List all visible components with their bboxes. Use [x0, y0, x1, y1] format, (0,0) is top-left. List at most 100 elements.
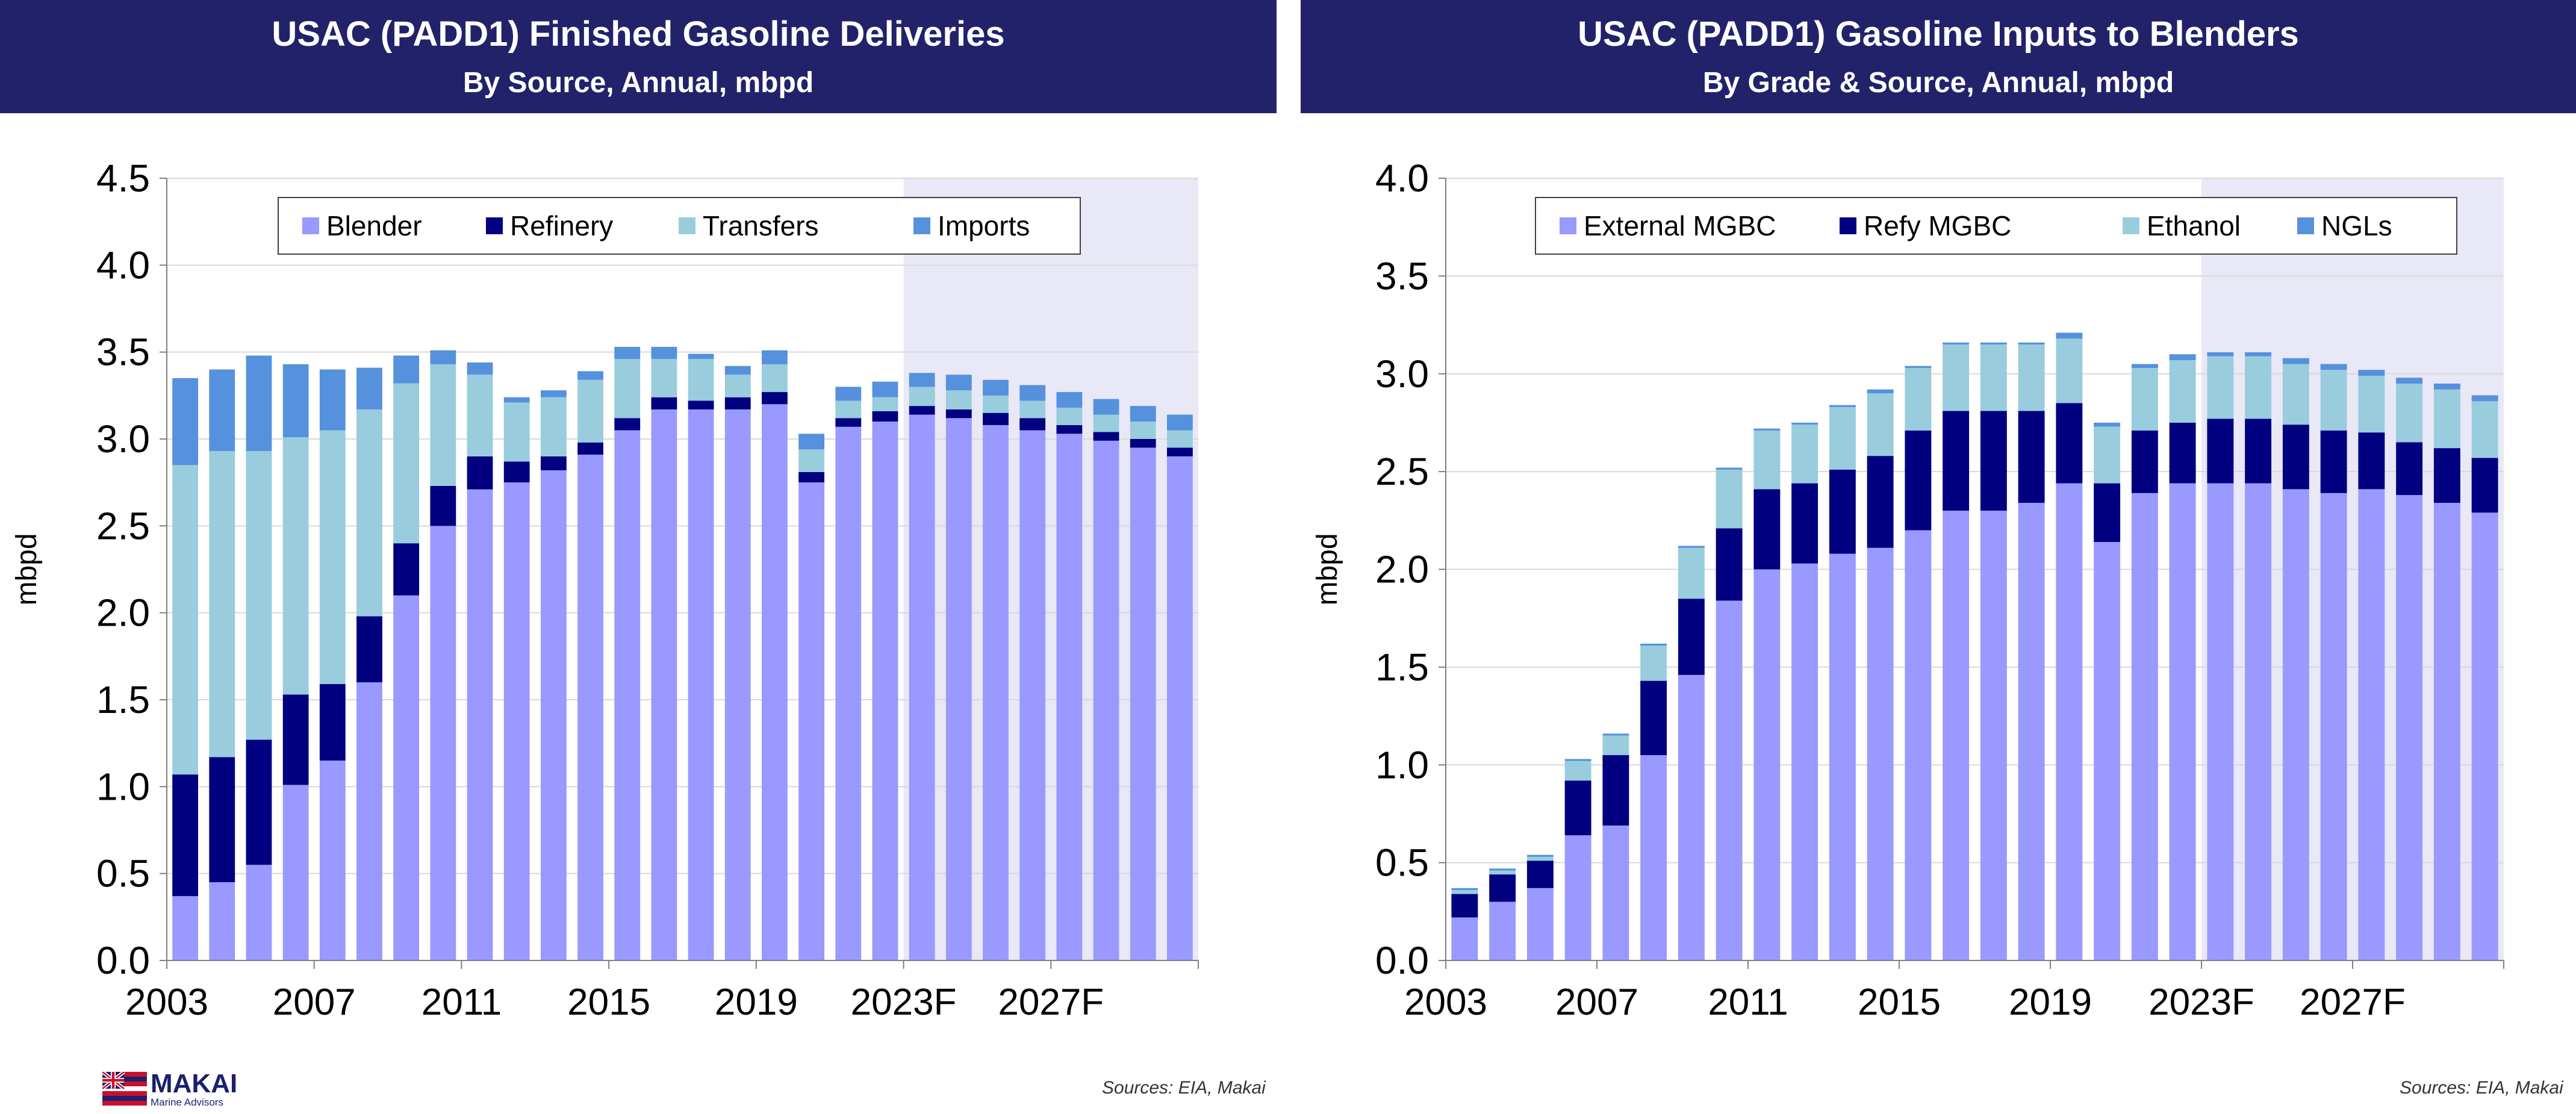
- legend-label-transfers: Transfers: [703, 210, 819, 241]
- bar-imports-2011: [467, 362, 493, 375]
- bar-blender-2003: [172, 896, 199, 960]
- bar-transfers-2025F: [983, 395, 1009, 413]
- legend-label-blender: Blender: [326, 210, 422, 241]
- bar-blender-2019: [762, 404, 788, 960]
- bar-ethanol-2024F: [2245, 356, 2272, 419]
- hawaii-flag-icon: [102, 1072, 147, 1107]
- bar-external-mgbc-2023F: [2207, 483, 2234, 960]
- bar-ethanol-2016: [1943, 344, 1970, 411]
- bar-transfers-2011: [467, 375, 493, 456]
- bar-imports-2022: [872, 381, 898, 397]
- x-tick-label: 2027F: [2300, 982, 2406, 1023]
- bar-external-mgbc-2026F: [2320, 493, 2347, 960]
- bar-blender-2017: [688, 409, 714, 960]
- bar-blender-2010: [430, 526, 456, 960]
- bar-refy-mgbc-2021: [2131, 430, 2158, 493]
- bar-ethanol-2019: [2056, 338, 2083, 403]
- bar-imports-2010: [430, 350, 456, 364]
- bar-blender-2016: [651, 409, 677, 960]
- bar-ethanol-2028F: [2396, 383, 2423, 443]
- bar-ethanol-2029F: [2433, 389, 2460, 449]
- logo-name: MAKAI: [151, 1069, 238, 1098]
- x-tick-label: 2023F: [2148, 982, 2254, 1023]
- bar-external-mgbc-2028F: [2396, 495, 2423, 960]
- bar-blender-2027F: [1056, 434, 1083, 960]
- bar-imports-2008: [356, 367, 382, 409]
- bar-external-mgbc-2004: [1489, 901, 1516, 960]
- bar-refy-mgbc-2012: [1791, 483, 1818, 564]
- bar-transfers-2010: [430, 364, 456, 486]
- bar-ethanol-2003: [1451, 890, 1478, 894]
- bar-external-mgbc-2024F: [2245, 483, 2272, 960]
- bar-transfers-2009: [393, 383, 420, 544]
- y-tick-label: 4.0: [96, 243, 150, 287]
- bar-refy-mgbc-2023F: [2207, 419, 2234, 484]
- bar-imports-2013: [540, 390, 567, 397]
- bar-ethanol-2010: [1716, 469, 1743, 529]
- bar-blender-2022: [872, 422, 898, 960]
- bar-external-mgbc-2007: [1602, 825, 1629, 960]
- bar-refinery-2011: [467, 456, 493, 490]
- bar-transfers-2016: [651, 359, 677, 397]
- bar-imports-2029F: [1130, 406, 1156, 422]
- y-tick-label: 4.5: [96, 157, 150, 200]
- bar-imports-2006: [282, 364, 309, 438]
- bar-refinery-2017: [688, 400, 714, 409]
- left-stacked-bar-chart: 0.0 0.5 1.0 1.5 2.0 2.5 3.0 3.5 4.0 4.5 2003 2007 20…: [11, 157, 1199, 1023]
- bar-ngls-2020: [2094, 422, 2121, 427]
- bar-transfers-2007: [319, 430, 346, 685]
- left-chart-banner: USAC (PADD1) Finished Gasoline Deliverie…: [0, 0, 1277, 113]
- bar-transfers-2014: [577, 379, 603, 443]
- bar-ngls-2017: [1980, 342, 2007, 345]
- bar-refy-mgbc-2024F: [2245, 419, 2272, 484]
- bar-ngls-2003: [1451, 888, 1478, 891]
- bar-refinery-2003: [172, 774, 199, 897]
- bar-external-mgbc-2029F: [2433, 503, 2460, 960]
- bar-refy-mgbc-2025F: [2282, 425, 2309, 490]
- bar-transfers-2024F: [945, 390, 972, 409]
- bar-refy-mgbc-2029F: [2433, 448, 2460, 503]
- bar-ngls-2018: [2018, 342, 2045, 345]
- bar-imports-2024F: [945, 375, 972, 391]
- bar-refinery-2014: [577, 442, 603, 455]
- bar-transfers-2005: [246, 451, 272, 740]
- bar-transfers-2030F: [1166, 430, 1193, 448]
- bar-refy-mgbc-2004: [1489, 874, 1516, 902]
- bar-ethanol-2008: [1640, 646, 1667, 681]
- bar-imports-2023F: [909, 373, 935, 387]
- legend-swatch-ethanol: [2123, 217, 2139, 234]
- legend-swatch-external-mgbc: [1560, 217, 1576, 234]
- bar-imports-2025F: [983, 379, 1009, 396]
- bar-refy-mgbc-2016: [1943, 411, 1970, 511]
- chart-legend: External MGBC Refy MGBC Ethanol NGLs: [1535, 197, 2457, 255]
- bar-refy-mgbc-2006: [1564, 780, 1591, 836]
- bar-imports-2005: [246, 355, 272, 452]
- bar-transfers-2020: [798, 449, 825, 472]
- y-tick-label: 1.0: [1375, 743, 1429, 786]
- bar-external-mgbc-2015: [1905, 530, 1932, 960]
- bar-refinery-2008: [356, 616, 382, 683]
- bar-refinery-2016: [651, 397, 677, 409]
- legend-label-ethanol: Ethanol: [2147, 210, 2241, 241]
- bar-ethanol-2025F: [2282, 364, 2309, 425]
- bar-imports-2009: [393, 355, 420, 384]
- bar-blender-2011: [467, 489, 493, 960]
- bar-ethanol-2009: [1678, 547, 1705, 599]
- y-tick-label: 2.0: [1375, 548, 1429, 591]
- right-chart-banner: USAC (PADD1) Gasoline Inputs to Blenders…: [1301, 0, 2576, 113]
- bar-ngls-2024F: [2245, 352, 2272, 356]
- y-tick-label: 0.5: [1375, 841, 1429, 885]
- bar-imports-2018: [724, 366, 751, 375]
- right-chart-source: Sources: EIA, Makai: [2400, 1078, 2563, 1098]
- bar-ethanol-2015: [1905, 368, 1932, 431]
- bar-transfers-2003: [172, 465, 199, 775]
- bar-refinery-2025F: [983, 412, 1009, 425]
- logo-subtitle: Marine Advisors: [151, 1097, 223, 1108]
- bar-ngls-2012: [1791, 422, 1818, 425]
- bar-transfers-2021: [835, 400, 862, 419]
- bar-transfers-2008: [356, 409, 382, 617]
- bar-ethanol-2020: [2094, 426, 2121, 484]
- bar-refinery-2007: [319, 684, 346, 761]
- left-chart-title: USAC (PADD1) Finished Gasoline Deliverie…: [272, 14, 1005, 54]
- bar-external-mgbc-2017: [1980, 511, 2007, 960]
